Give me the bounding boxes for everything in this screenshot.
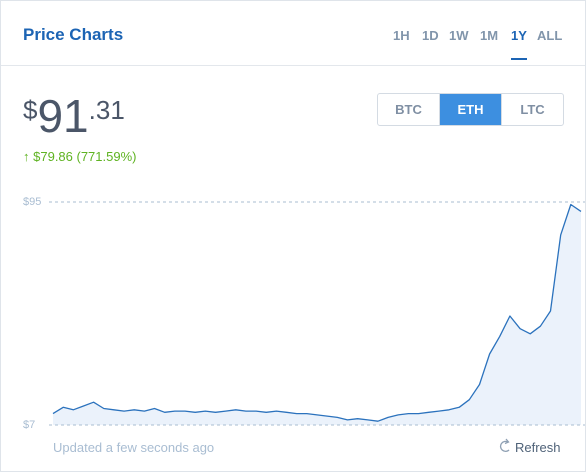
area	[53, 204, 581, 425]
refresh-button[interactable]: Refresh	[515, 440, 561, 455]
currency-button[interactable]: BTC	[395, 102, 422, 117]
range-tab[interactable]: 1M	[480, 28, 499, 43]
y-tick-label: $95	[23, 196, 41, 208]
divider	[1, 65, 585, 66]
price-line	[52, 203, 582, 422]
up-arrow: ↑	[23, 149, 34, 164]
refresh-icon	[499, 438, 510, 453]
range-tab[interactable]: ALL	[537, 28, 563, 43]
range-tab[interactable]: 1W	[449, 28, 469, 43]
range-tab[interactable]: 1H	[393, 28, 410, 43]
title: Price Charts	[23, 25, 124, 44]
y-tick-label: $7	[23, 419, 35, 431]
currency-button[interactable]: LTC	[501, 94, 563, 125]
currency-button[interactable]: ETH	[439, 94, 501, 125]
range-tab[interactable]: 1D	[422, 28, 439, 43]
price-change: ↑ $79.86 (771.59%)	[23, 149, 136, 164]
price-fraction: .31	[88, 95, 125, 125]
change-text: $79.86 (771.59%)	[33, 149, 137, 164]
updated-text: Updated a few seconds ago	[53, 440, 215, 455]
range-tab[interactable]: 1Y	[511, 28, 527, 60]
currency-switch: BTC ETH LTC	[377, 93, 564, 126]
currency-symbol: $	[23, 95, 38, 125]
price-whole: 91	[37, 90, 89, 142]
price: $91.31	[23, 89, 125, 143]
